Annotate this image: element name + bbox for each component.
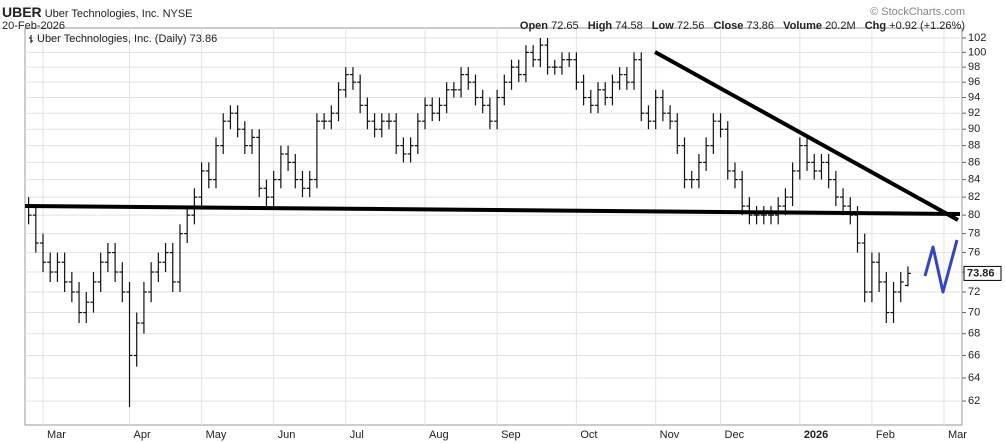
x-tick-label: Feb	[876, 429, 895, 441]
stat-label: Open	[519, 20, 549, 32]
price-bars	[25, 37, 911, 407]
trendline	[654, 50, 959, 222]
y-tick-label: 70	[968, 306, 980, 318]
legend-value: 73.86	[190, 33, 218, 45]
exchange: NYSE	[162, 8, 193, 20]
stat-label: Chg	[864, 20, 887, 32]
y-tick-label: 98	[968, 61, 980, 73]
stat-value: 20.2M	[825, 20, 856, 32]
x-tick-label: 2026	[804, 429, 828, 441]
y-tick-label: 92	[968, 107, 980, 119]
y-tick-label: 72	[968, 286, 980, 298]
y-tick-label: 94	[968, 91, 980, 103]
stats: Open 72.65 High 74.58 Low 72.56 Close 73…	[514, 20, 965, 32]
trendline	[24, 204, 961, 216]
x-tick-label: Jun	[278, 429, 296, 441]
y-tick-label: 80	[968, 209, 980, 221]
x-tick-label: Sep	[501, 429, 521, 441]
y-tick-label: 82	[968, 191, 980, 203]
x-tick-label: Oct	[580, 429, 597, 441]
legend-name: Uber Technologies, Inc. (Daily)	[37, 33, 187, 45]
y-tick-label: 88	[968, 140, 980, 152]
stat-value: +0.92 (+1.26%)	[889, 20, 965, 32]
x-tick-label: Dec	[725, 429, 745, 441]
y-tick-label: 76	[968, 246, 980, 258]
x-tick-label: Mar	[47, 429, 66, 441]
x-tick-label: May	[206, 429, 227, 441]
company: Uber Technologies, Inc.	[44, 8, 160, 20]
annotation-scribble	[923, 239, 959, 294]
y-tick-label: 86	[968, 156, 980, 168]
y-tick-label: 102	[968, 32, 986, 44]
stat-label: Close	[713, 20, 744, 32]
x-tick-label: Aug	[429, 429, 449, 441]
source: © StockCharts.com	[870, 6, 965, 18]
stat-value: 72.65	[551, 20, 579, 32]
y-tick-label: 100	[968, 46, 986, 58]
stat-label: Volume	[783, 20, 822, 32]
stat-value: 74.58	[615, 20, 643, 32]
symbol: UBER	[2, 4, 42, 20]
date: 20-Feb-2026	[2, 20, 65, 32]
stat-label: Low	[651, 20, 674, 32]
y-tick-label: 68	[968, 328, 980, 340]
legend: Uber Technologies, Inc. (Daily) 73.86	[29, 33, 217, 45]
y-tick-label: 62	[968, 395, 980, 407]
stat-label: High	[587, 20, 613, 32]
x-tick-label: Mar	[948, 429, 967, 441]
y-tick-label: 90	[968, 123, 980, 135]
x-tick-label: Apr	[134, 429, 151, 441]
y-tick-label: 84	[968, 173, 980, 185]
x-tick-label: Jul	[350, 429, 364, 441]
last-price-tag	[963, 265, 1002, 281]
y-tick-label: 78	[968, 228, 980, 240]
y-tick-label: 96	[968, 76, 980, 88]
last-price-label: 73.86	[967, 267, 995, 279]
y-tick-label: 66	[968, 349, 980, 361]
y-tick-label: 64	[968, 372, 980, 384]
x-tick-label: Nov	[660, 429, 680, 441]
plot-area	[24, 27, 963, 426]
legend-text: Uber Technologies, Inc. (Daily) 73.86	[37, 33, 217, 45]
header-left: UBER Uber Technologies, Inc. NYSE	[2, 4, 193, 20]
stat-value: 73.86	[746, 20, 775, 32]
stat-value: 72.56	[676, 20, 705, 32]
